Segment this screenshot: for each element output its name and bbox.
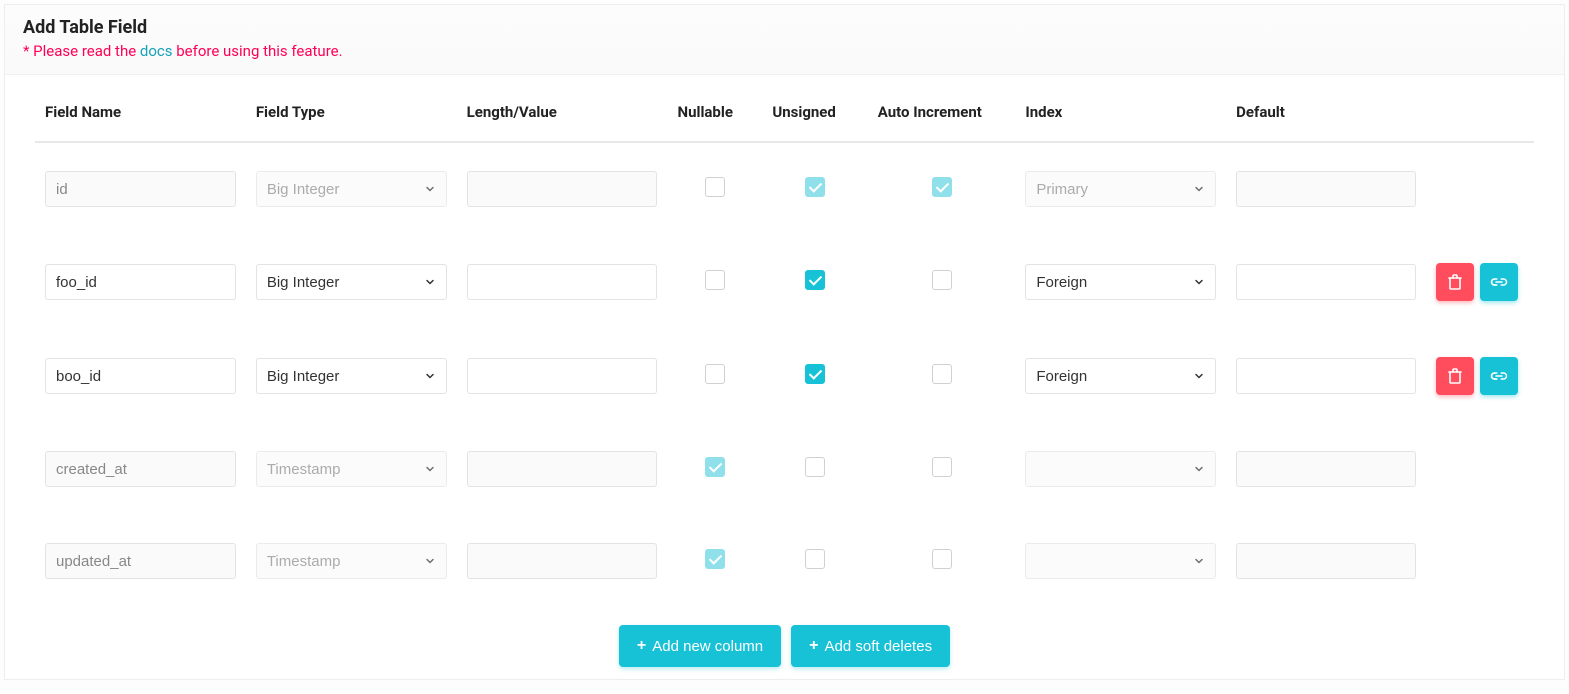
unsigned-checkbox — [805, 457, 825, 477]
plus-icon: + — [809, 638, 818, 654]
default-input — [1236, 543, 1416, 579]
field-type-select: Big IntegerTimestamp — [256, 451, 447, 487]
col-header-nullable: Nullable — [667, 75, 762, 142]
default-input[interactable] — [1236, 264, 1416, 300]
unsigned-checkbox — [805, 177, 825, 197]
col-header-name: Field Name — [35, 75, 246, 142]
col-header-type: Field Type — [246, 75, 457, 142]
autoincrement-checkbox[interactable] — [932, 270, 952, 290]
field-type-select[interactable]: Big IntegerTimestamp — [256, 358, 447, 394]
table-header: Field Name Field Type Length/Value Nulla… — [35, 75, 1534, 142]
notice-text: * Please read the docs before using this… — [23, 42, 1546, 60]
length-input — [467, 171, 658, 207]
nullable-checkbox[interactable] — [705, 364, 725, 384]
field-name-input — [45, 451, 236, 487]
table-row: Big IntegerTimestamp PrimaryForeign — [35, 142, 1534, 235]
trash-icon — [1448, 368, 1462, 384]
nullable-checkbox[interactable] — [705, 270, 725, 290]
field-name-input — [45, 543, 236, 579]
length-input — [467, 543, 658, 579]
docs-link[interactable]: docs — [140, 42, 173, 60]
link-icon — [1490, 277, 1508, 287]
trash-icon — [1448, 274, 1462, 290]
add-soft-deletes-button[interactable]: + Add soft deletes — [791, 625, 950, 667]
delete-row-button[interactable] — [1436, 263, 1474, 301]
col-header-length: Length/Value — [457, 75, 668, 142]
add-table-field-panel: Add Table Field * Please read the docs b… — [4, 4, 1565, 680]
link-icon — [1490, 371, 1508, 381]
add-new-column-label: Add new column — [652, 638, 763, 655]
col-header-actions — [1426, 75, 1534, 142]
index-select: PrimaryForeign — [1025, 543, 1216, 579]
index-select[interactable]: PrimaryForeign — [1025, 358, 1216, 394]
table-row: Big IntegerTimestamp PrimaryForeign — [35, 515, 1534, 607]
field-type-select: Big IntegerTimestamp — [256, 543, 447, 579]
delete-row-button[interactable] — [1436, 357, 1474, 395]
nullable-checkbox — [705, 549, 725, 569]
autoincrement-checkbox — [932, 549, 952, 569]
length-input[interactable] — [467, 264, 658, 300]
field-name-input[interactable] — [45, 358, 236, 394]
autoincrement-checkbox — [932, 177, 952, 197]
unsigned-checkbox[interactable] — [805, 364, 825, 384]
footer-actions: + Add new column + Add soft deletes — [35, 607, 1534, 679]
autoincrement-checkbox — [932, 457, 952, 477]
unsigned-checkbox[interactable] — [805, 270, 825, 290]
index-select: PrimaryForeign — [1025, 451, 1216, 487]
unsigned-checkbox — [805, 549, 825, 569]
fields-table: Field Name Field Type Length/Value Nulla… — [35, 75, 1534, 607]
default-input — [1236, 171, 1416, 207]
nullable-checkbox — [705, 457, 725, 477]
add-new-column-button[interactable]: + Add new column — [619, 625, 781, 667]
table-row: Big IntegerTimestamp PrimaryForeign — [35, 235, 1534, 329]
nullable-checkbox — [705, 177, 725, 197]
col-header-default: Default — [1226, 75, 1426, 142]
table-row: Big IntegerTimestamp PrimaryForeign — [35, 329, 1534, 423]
notice-suffix: before using this feature. — [173, 42, 343, 60]
col-header-autoinc: Auto Increment — [868, 75, 1016, 142]
index-select: PrimaryForeign — [1025, 171, 1216, 207]
autoincrement-checkbox[interactable] — [932, 364, 952, 384]
length-input[interactable] — [467, 358, 658, 394]
field-name-input[interactable] — [45, 264, 236, 300]
plus-icon: + — [637, 638, 646, 654]
table-row: Big IntegerTimestamp PrimaryForeign — [35, 423, 1534, 515]
default-input[interactable] — [1236, 358, 1416, 394]
col-header-unsigned: Unsigned — [762, 75, 867, 142]
index-select[interactable]: PrimaryForeign — [1025, 264, 1216, 300]
link-row-button[interactable] — [1480, 263, 1518, 301]
field-name-input — [45, 171, 236, 207]
notice-prefix: * Please read the — [23, 42, 140, 60]
default-input — [1236, 451, 1416, 487]
col-header-index: Index — [1015, 75, 1226, 142]
field-type-select[interactable]: Big IntegerTimestamp — [256, 264, 447, 300]
field-type-select: Big IntegerTimestamp — [256, 171, 447, 207]
length-input — [467, 451, 658, 487]
link-row-button[interactable] — [1480, 357, 1518, 395]
add-soft-deletes-label: Add soft deletes — [825, 638, 933, 655]
page-title: Add Table Field — [23, 17, 1546, 38]
panel-header: Add Table Field * Please read the docs b… — [5, 5, 1564, 75]
